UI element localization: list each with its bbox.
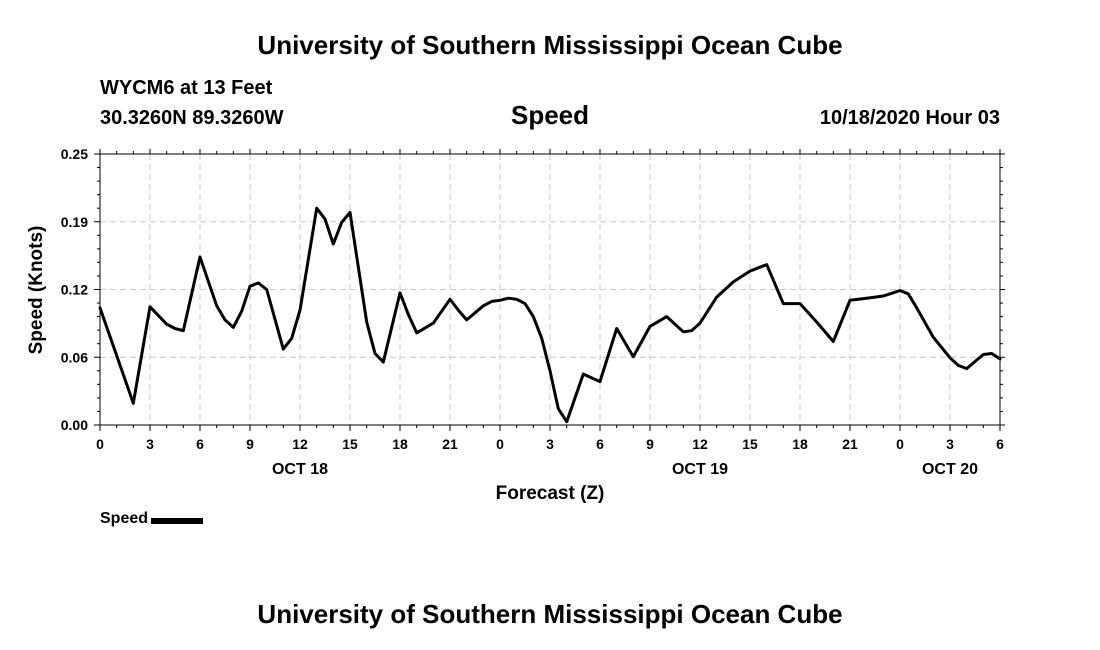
date-label: OCT 20 bbox=[922, 461, 978, 478]
x-tick-label: 0 bbox=[96, 436, 104, 452]
y-tick-label: 0.25 bbox=[61, 146, 88, 162]
y-tick-label: 0.00 bbox=[61, 417, 88, 433]
date-label: OCT 19 bbox=[672, 461, 728, 478]
grid-lines bbox=[100, 154, 1000, 425]
x-tick-label: 9 bbox=[646, 436, 654, 452]
tick-labels: 0 3 6 9 12 15 18 21 0 3 6 9 12 15 18 21 0 3 6 0.00 0.06 0.12 0… bbox=[61, 146, 1004, 478]
x-tick-label: 9 bbox=[246, 436, 254, 452]
plot-frame bbox=[99, 153, 1001, 426]
legend-label: Speed bbox=[100, 510, 149, 527]
x-tick-label: 6 bbox=[196, 436, 204, 452]
y-axis-label: Speed (Knots) bbox=[26, 225, 47, 355]
x-tick-label: 21 bbox=[442, 436, 458, 452]
chart-footer-title: University of Southern Mississippi Ocean… bbox=[257, 599, 843, 629]
coordinates-label: 30.3260N 89.3260W bbox=[100, 107, 284, 129]
date-label: OCT 18 bbox=[272, 461, 328, 478]
x-tick-label: 6 bbox=[996, 436, 1004, 452]
x-tick-label: 15 bbox=[742, 436, 758, 452]
series-layer bbox=[98, 206, 1002, 424]
chart-main-title: University of Southern Mississippi Ocean… bbox=[257, 30, 843, 60]
y-tick-label: 0.06 bbox=[61, 349, 88, 365]
legend-swatch bbox=[151, 517, 204, 524]
series-line-speed bbox=[98, 206, 1002, 424]
y-tick-label: 0.12 bbox=[61, 282, 88, 298]
x-tick-label: 3 bbox=[946, 436, 954, 452]
forecast-datetime: 10/18/2020 Hour 03 bbox=[819, 107, 1000, 129]
x-tick-label: 3 bbox=[146, 436, 154, 452]
x-tick-label: 12 bbox=[292, 436, 308, 452]
x-tick-label: 12 bbox=[692, 436, 708, 452]
y-tick-label: 0.19 bbox=[61, 214, 88, 230]
variable-title: Speed bbox=[510, 100, 590, 130]
legend: Speed bbox=[100, 510, 204, 528]
x-tick-label: 15 bbox=[342, 436, 358, 452]
x-tick-label: 3 bbox=[546, 436, 554, 452]
x-tick-label: 0 bbox=[896, 436, 904, 452]
station-label: WYCM6 at 13 Feet bbox=[100, 77, 273, 99]
x-tick-label: 18 bbox=[792, 436, 808, 452]
x-tick-label: 0 bbox=[496, 436, 504, 452]
x-tick-label: 18 bbox=[392, 436, 408, 452]
x-tick-label: 21 bbox=[842, 436, 858, 452]
x-axis-label: Forecast (Z) bbox=[495, 483, 605, 504]
x-tick-label: 6 bbox=[596, 436, 604, 452]
